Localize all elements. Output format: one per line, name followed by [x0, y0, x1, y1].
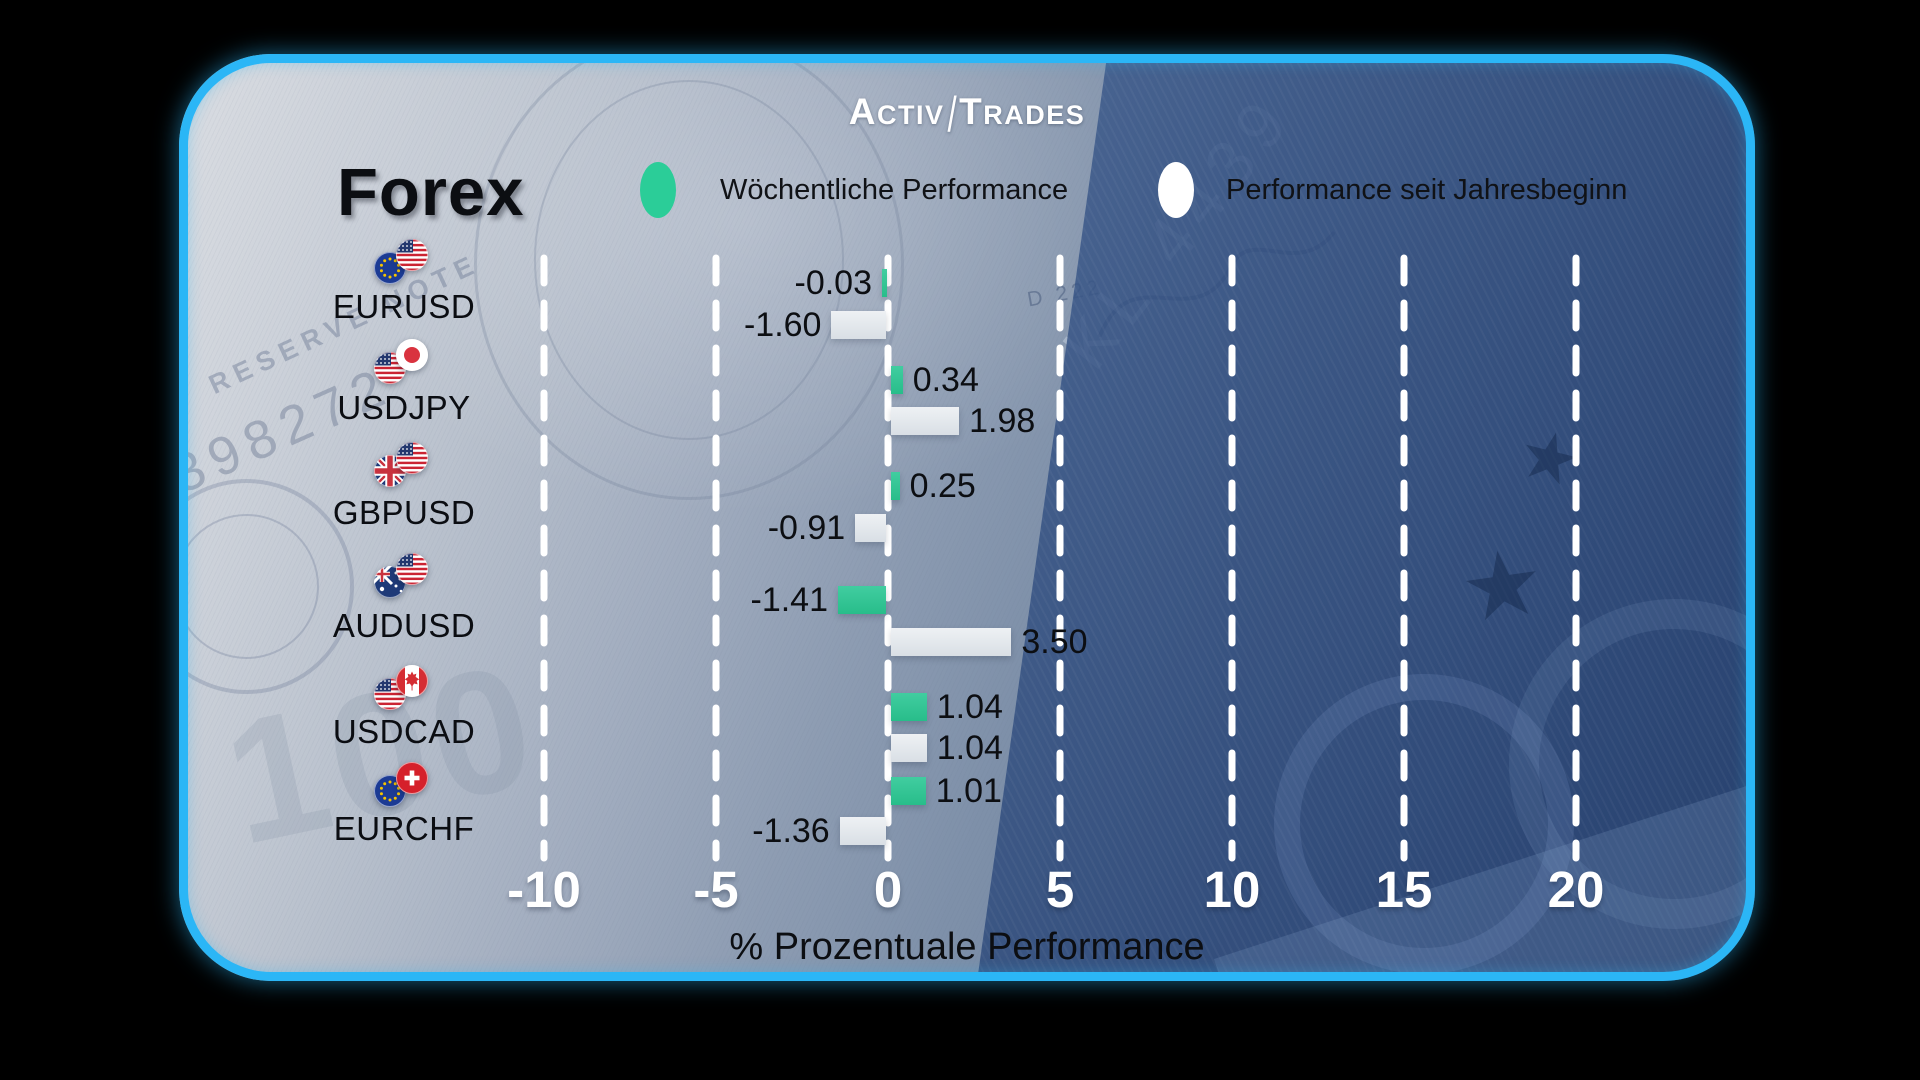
x-tick-label: -10 [507, 861, 581, 918]
pair-label-EURUSD: EURUSD [332, 288, 476, 325]
bar-ytd-EURUSD [831, 311, 887, 339]
logo-text: RADES [983, 100, 1086, 130]
legend-weekly-label: Wöchentliche Performance [720, 174, 1069, 206]
bar-ytd-AUDUSD [891, 628, 1012, 656]
value-label-ytd-EURUSD: -1.60 [743, 306, 822, 344]
logo-text: CTIV [876, 100, 945, 130]
flag-ca-icon [396, 665, 428, 697]
legend-ytd-dot-icon [1158, 162, 1194, 218]
x-tick-label: 20 [1547, 861, 1605, 918]
value-label-weekly-GBPUSD: 0.25 [909, 467, 976, 505]
value-label-ytd-EURCHF: -1.36 [752, 812, 830, 850]
legend-ytd-label: Performance seit Jahresbeginn [1226, 174, 1628, 206]
pair-label-EURCHF: EURCHF [333, 810, 475, 847]
x-tick-label: 10 [1203, 861, 1261, 918]
logo-text: T [959, 91, 984, 132]
bar-weekly-USDJPY [891, 366, 903, 394]
value-label-weekly-USDCAD: 1.04 [936, 688, 1003, 726]
value-label-ytd-AUDUSD: 3.50 [1021, 623, 1088, 661]
value-label-weekly-EURUSD: -0.03 [794, 264, 873, 302]
bar-weekly-EURCHF [891, 777, 926, 805]
bar-weekly-USDCAD [891, 693, 927, 721]
pair-label-GBPUSD: GBPUSD [332, 494, 476, 531]
flag-us-icon [396, 239, 428, 271]
value-label-weekly-USDJPY: 0.34 [912, 361, 979, 399]
flag-us-icon [374, 352, 406, 384]
flag-ch-icon [396, 762, 428, 794]
bar-weekly-EURUSD [882, 269, 887, 297]
page-title: Forex [337, 155, 525, 230]
bar-ytd-USDCAD [891, 734, 927, 762]
flag-us-icon [396, 553, 428, 585]
x-tick-label: 15 [1375, 861, 1433, 918]
legend-weekly-dot-icon [640, 162, 676, 218]
pair-label-AUDUSD: AUDUSD [332, 607, 476, 644]
x-tick-label: -5 [693, 861, 739, 918]
x-tick-label: 5 [1045, 861, 1075, 918]
activtrades-logo: ACTIV/TRADES [179, 86, 1755, 142]
flag-us-icon [396, 442, 428, 474]
logo-slash-icon: / [947, 86, 959, 142]
bar-weekly-AUDUSD [837, 586, 887, 614]
x-tick-label: 0 [873, 861, 903, 918]
value-label-weekly-AUDUSD: -1.41 [750, 581, 829, 619]
flag-jp-icon [396, 339, 428, 371]
x-axis-title: % Prozentuale Performance [729, 926, 1205, 968]
value-label-weekly-EURCHF: 1.01 [935, 772, 1002, 810]
bar-ytd-USDJPY [891, 407, 960, 435]
value-label-ytd-USDJPY: 1.98 [969, 402, 1036, 440]
logo-text: A [848, 91, 877, 132]
pair-label-USDCAD: USDCAD [332, 713, 476, 750]
pair-label-USDJPY: USDJPY [337, 389, 471, 426]
bar-ytd-GBPUSD [855, 514, 887, 542]
bar-weekly-GBPUSD [891, 472, 900, 500]
flag-eu-icon [374, 775, 406, 807]
bar-ytd-EURCHF [839, 817, 887, 845]
value-label-ytd-GBPUSD: -0.91 [767, 509, 846, 547]
chart-card: RESERVE NOTE 398272 100 D 222 KL 4439 ★ … [179, 54, 1755, 981]
value-label-ytd-USDCAD: 1.04 [936, 729, 1003, 767]
